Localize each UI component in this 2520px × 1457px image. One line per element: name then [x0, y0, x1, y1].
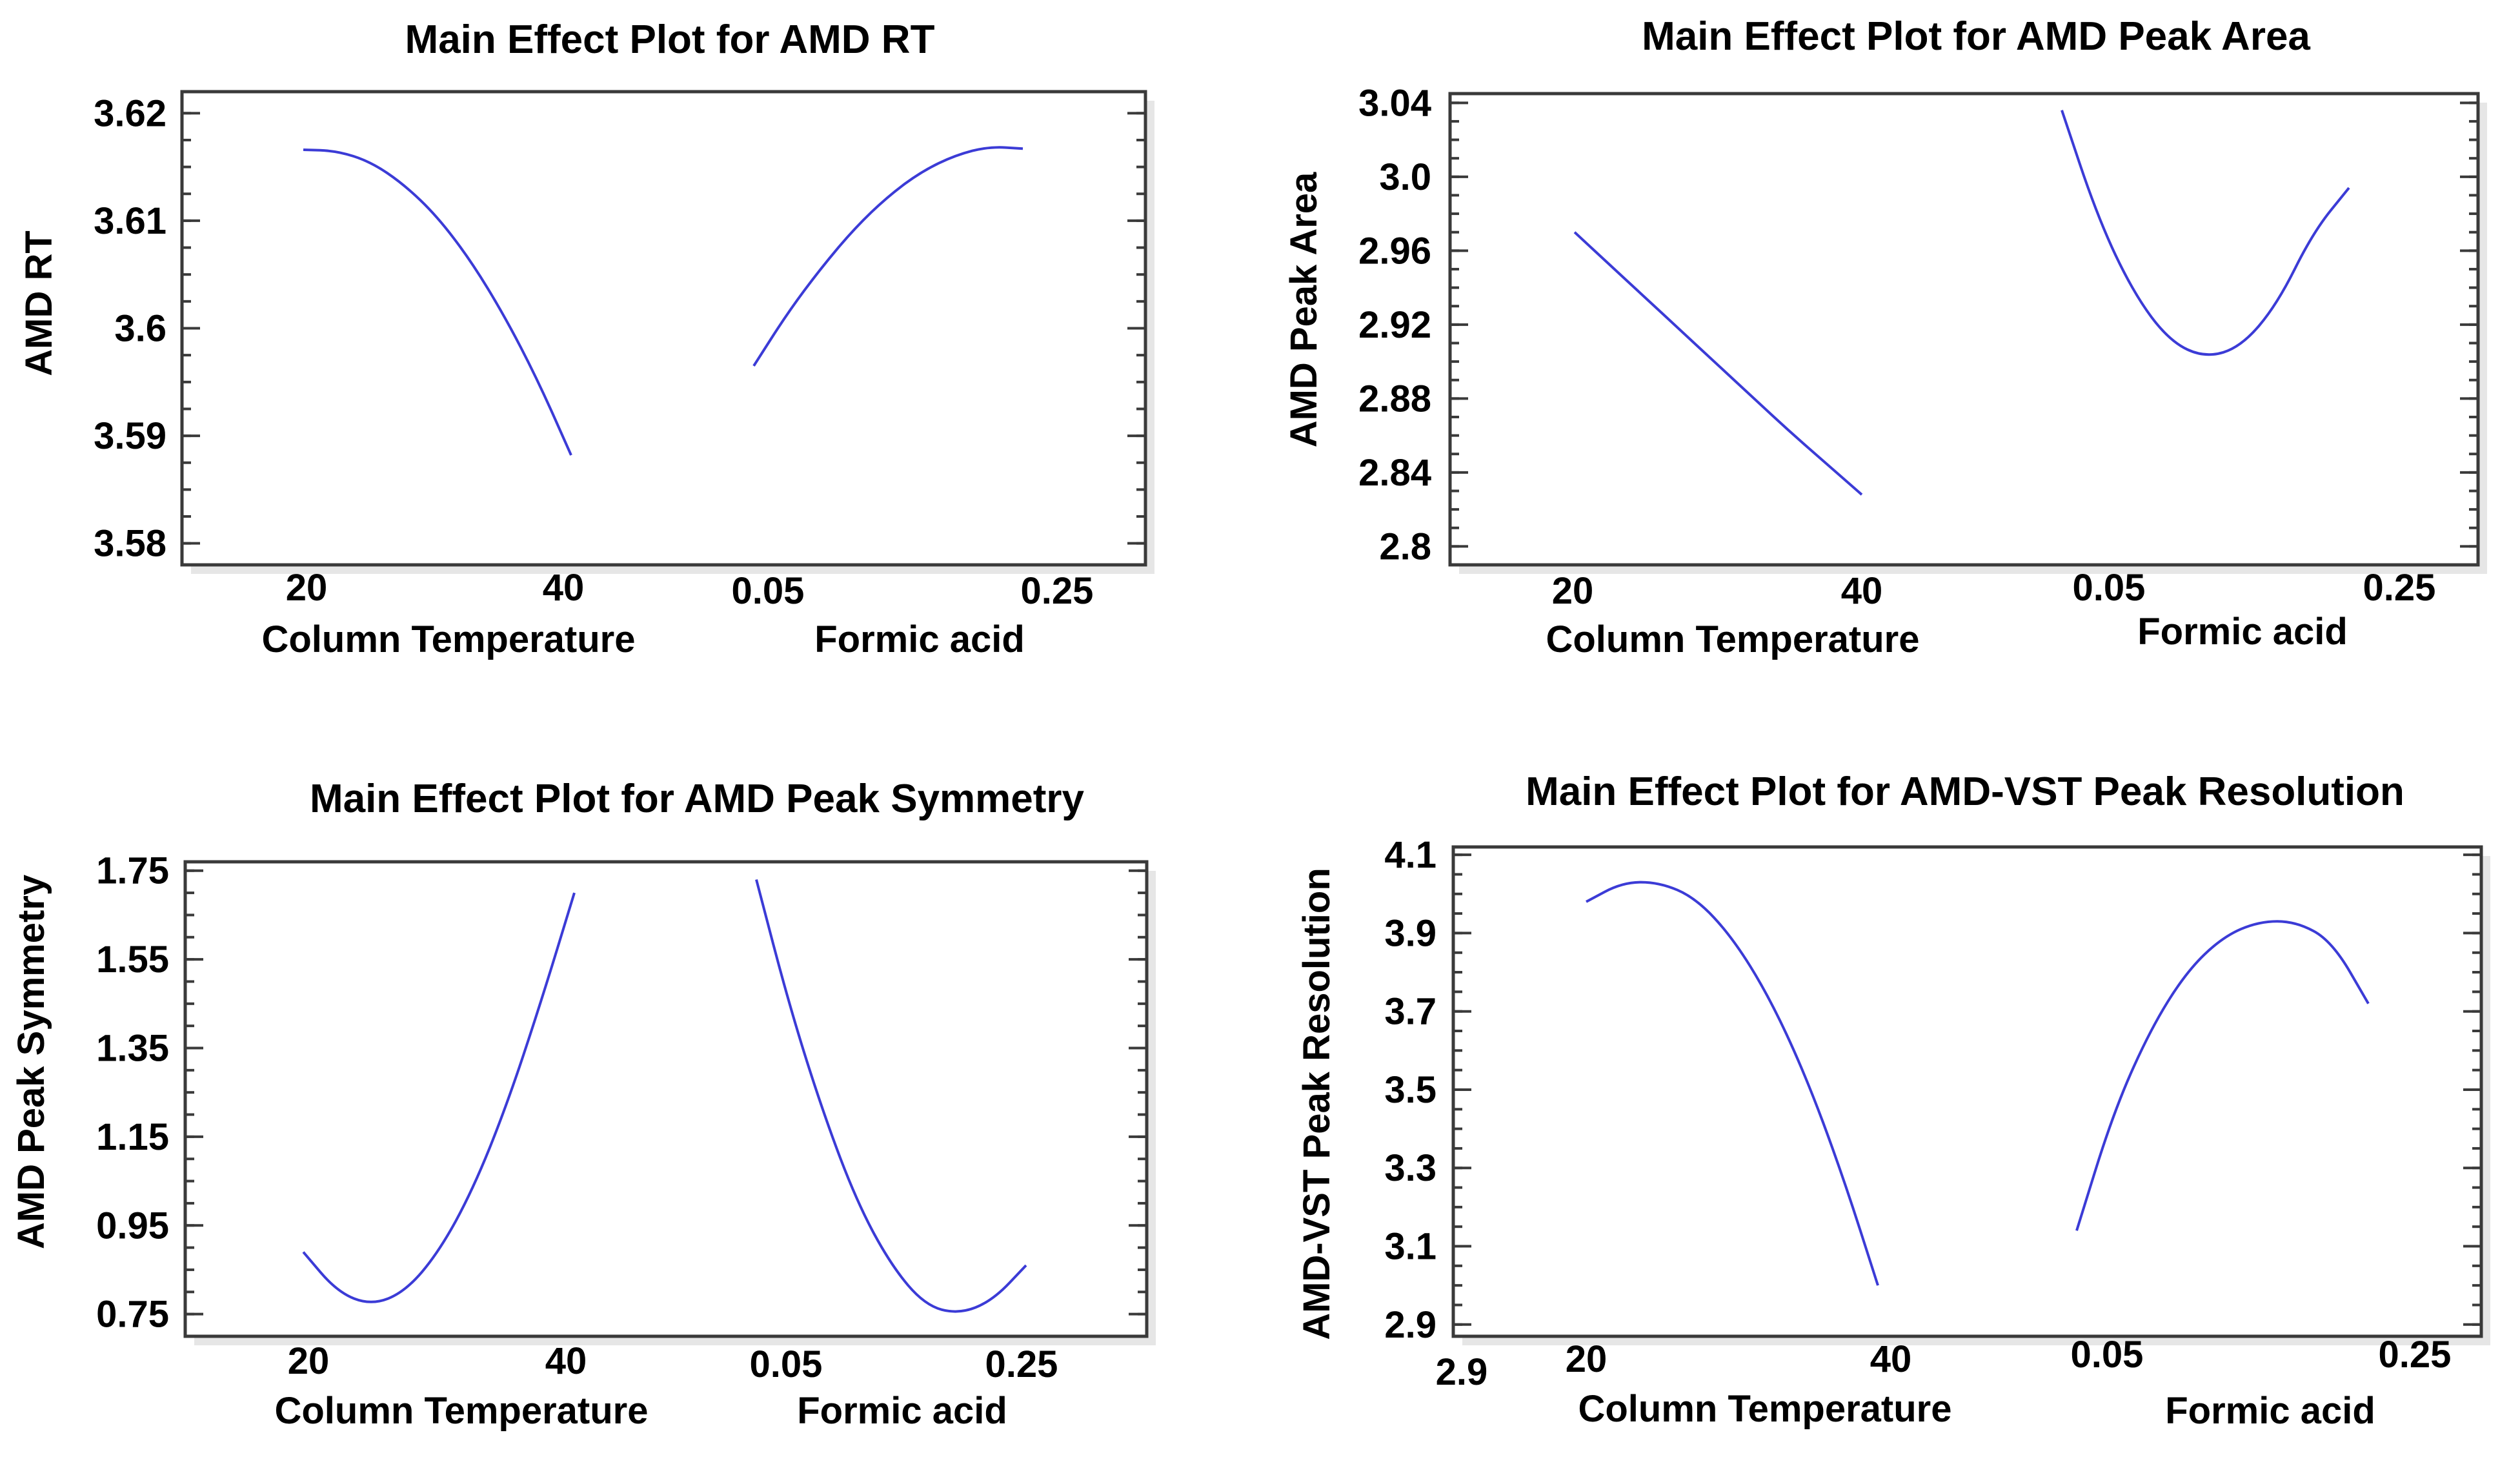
x-tick-label: 40: [1841, 570, 1883, 612]
y-axis-label: AMD RT: [18, 230, 60, 376]
x-tick-label: 0.25: [985, 1343, 1058, 1385]
y-tick-label: 3.62: [94, 92, 166, 134]
y-tick-label: 2.9: [1384, 1304, 1436, 1346]
x-tick-label: 20: [286, 567, 328, 609]
x-axis-label: Column Temperature: [1546, 618, 1919, 660]
x-axis-label: Column Temperature: [274, 1390, 648, 1432]
x-tick-label: 40: [1870, 1338, 1912, 1380]
x-tick-label: 20: [1566, 1338, 1608, 1380]
plot-frame: [180, 90, 1147, 567]
y-tick-label: 3.58: [94, 523, 166, 565]
plot-frame: [1448, 92, 2480, 567]
effect-curve: [1586, 881, 1879, 1286]
chart-title: Main Effect Plot for AMD Peak Area: [1642, 14, 2310, 59]
plot-frame: [183, 860, 1149, 1338]
chart-title: Main Effect Plot for AMD RT: [405, 17, 935, 62]
x-axis-label: Formic acid: [2165, 1390, 2375, 1432]
effect-curve: [755, 879, 1027, 1313]
y-tick-label: 3.7: [1384, 991, 1436, 1033]
y-tick-label: 3.3: [1384, 1147, 1436, 1189]
y-tick-label: 1.75: [96, 850, 169, 892]
y-axis-label: AMD Peak Area: [1283, 172, 1325, 447]
y-tick-label: 1.35: [96, 1028, 169, 1070]
y-tick-label: 2.8: [1379, 525, 1431, 567]
y-tick-label: 2.92: [1358, 304, 1431, 346]
chart-title: Main Effect Plot for AMD Peak Symmetry: [310, 777, 1085, 821]
y-tick-label: 3.6: [114, 308, 166, 350]
y-tick-label: 3.0: [1379, 156, 1431, 198]
y-tick-label: 4.1: [1384, 834, 1436, 876]
effect-curve: [2061, 110, 2350, 356]
x-tick-label: 0.25: [2379, 1334, 2452, 1376]
x-tick-label: 20: [1552, 570, 1594, 612]
chart-title: Main Effect Plot for AMD-VST Peak Resolu…: [1526, 769, 2404, 814]
x-tick-label: 0.05: [2071, 1334, 2144, 1376]
effect-curve: [2075, 920, 2370, 1231]
y-axis-label: AMD Peak Symmetry: [10, 875, 52, 1249]
y-tick-label: 2.88: [1358, 378, 1431, 420]
x-axis-label: Formic acid: [797, 1390, 1007, 1432]
x-tick-label: 40: [545, 1340, 587, 1382]
effect-curve: [302, 892, 576, 1303]
y-tick-label: 1.55: [96, 939, 169, 981]
effect-curve: [752, 146, 1023, 367]
x-axis-label: Column Temperature: [261, 618, 635, 660]
x-axis-label: Formic acid: [814, 618, 1025, 660]
x-tick-label: 20: [288, 1340, 330, 1382]
x-extra-label: 2.9: [1436, 1351, 1488, 1393]
x-tick-label: 0.05: [732, 570, 805, 612]
y-tick-label: 3.61: [94, 200, 166, 242]
y-tick-label: 2.96: [1358, 230, 1431, 272]
y-tick-label: 0.95: [96, 1205, 169, 1247]
plot-frame: [1451, 845, 2483, 1338]
y-tick-label: 3.1: [1384, 1226, 1436, 1268]
x-tick-label: 0.05: [750, 1343, 823, 1385]
x-tick-label: 0.25: [1021, 570, 1094, 612]
y-tick-label: 0.75: [96, 1294, 169, 1336]
y-tick-label: 3.04: [1358, 82, 1431, 124]
x-axis-label: Formic acid: [2137, 611, 2348, 653]
effect-curve: [1573, 231, 1863, 496]
y-tick-label: 3.9: [1384, 912, 1436, 954]
y-tick-label: 3.59: [94, 415, 166, 457]
x-tick-label: 40: [543, 567, 585, 609]
y-tick-label: 3.5: [1384, 1069, 1436, 1111]
y-tick-label: 2.84: [1358, 452, 1431, 494]
y-tick-label: 1.15: [96, 1116, 169, 1158]
x-tick-label: 0.25: [2363, 567, 2436, 609]
y-axis-label: AMD-VST Peak Resolution: [1296, 868, 1338, 1340]
x-tick-label: 0.05: [2073, 567, 2146, 609]
x-axis-label: Column Temperature: [1578, 1388, 1951, 1430]
effect-curve: [303, 148, 572, 456]
